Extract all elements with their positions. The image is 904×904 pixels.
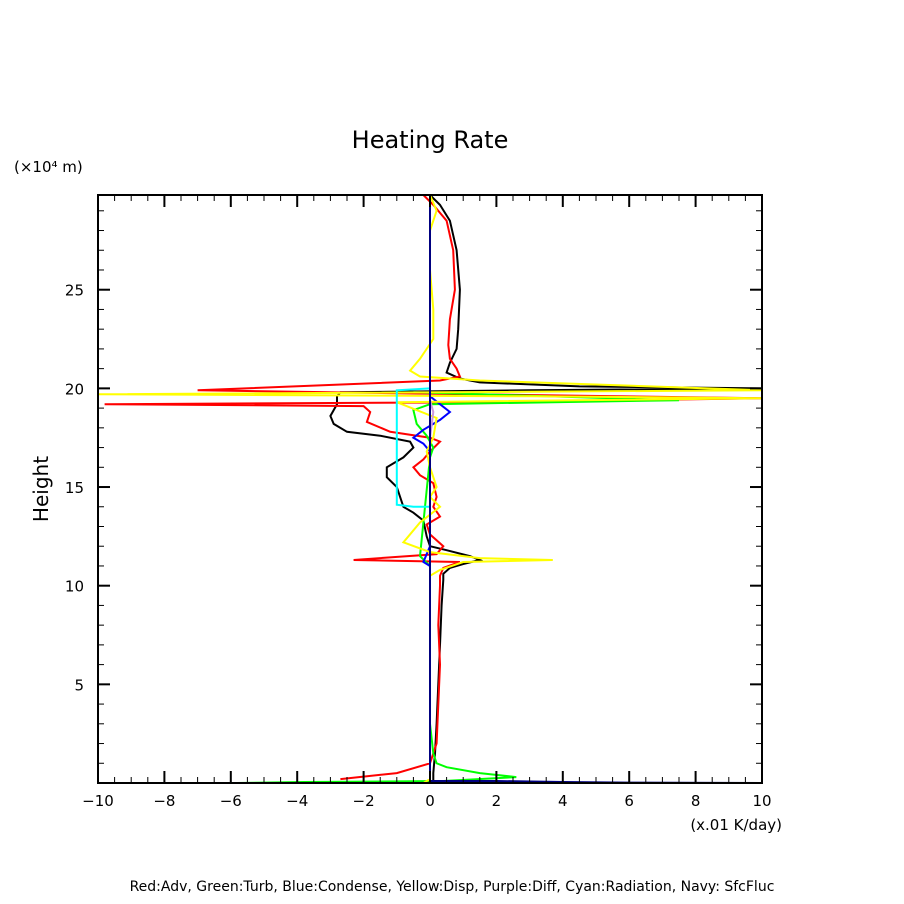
y-tick-label: 25 bbox=[65, 282, 84, 300]
legend-text: Red:Adv, Green:Turb, Blue:Condense, Yell… bbox=[130, 879, 775, 895]
x-tick-label: 0 bbox=[425, 792, 435, 810]
series-radiation-line bbox=[395, 387, 431, 508]
axes-layer: −10 −8 −6 −4 −2 0 2 4 6 8 10 5 10 15 20 25 bbox=[65, 194, 772, 810]
y-tick-label: 15 bbox=[65, 479, 84, 497]
series-condense-line bbox=[411, 384, 452, 783]
x-tick-label: 4 bbox=[558, 792, 568, 810]
x-tick-label: 6 bbox=[624, 792, 634, 810]
x-tick-label: −10 bbox=[82, 792, 114, 810]
series-adv-line bbox=[104, 194, 763, 781]
x-tick-label: 2 bbox=[492, 792, 502, 810]
x-tick-label: −4 bbox=[286, 792, 308, 810]
series-total-line bbox=[329, 194, 763, 783]
y-axis-label: Height bbox=[29, 456, 53, 522]
x-tick-label: −6 bbox=[220, 792, 242, 810]
x-tick-label: 8 bbox=[691, 792, 701, 810]
series-sfcfluc-line bbox=[429, 195, 763, 784]
y-tick-label: 5 bbox=[74, 676, 84, 694]
x-tick-label: 10 bbox=[752, 792, 771, 810]
y-tick-label: 10 bbox=[65, 578, 84, 596]
chart-title: Heating Rate bbox=[352, 126, 509, 154]
series-layer bbox=[97, 194, 763, 784]
y-unit-label: (×10⁴ m) bbox=[14, 158, 83, 176]
y-tick-label: 20 bbox=[65, 380, 84, 398]
series-disp-line bbox=[97, 194, 763, 784]
series-turb-line bbox=[237, 391, 680, 784]
x-tick-label: −2 bbox=[353, 792, 375, 810]
x-tick-label: −8 bbox=[153, 792, 175, 810]
x-axis-label: (x.01 K/day) bbox=[690, 816, 782, 834]
